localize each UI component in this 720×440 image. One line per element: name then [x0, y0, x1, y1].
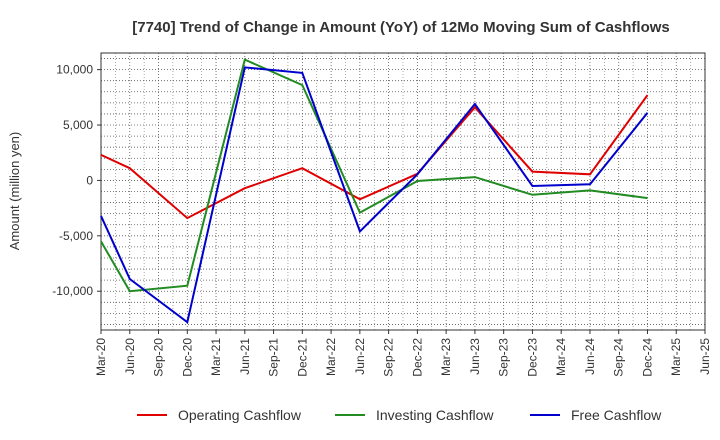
y-tick-label: -5,000: [59, 229, 93, 243]
x-tick-label: Dec-23: [525, 338, 539, 377]
x-tick-label: Mar-24: [554, 338, 568, 376]
x-tick-label: Mar-20: [94, 338, 108, 376]
y-tick-label: 10,000: [56, 63, 93, 77]
y-axis-label: Amount (million yen): [7, 132, 22, 251]
x-tick-label: Jun-22: [353, 338, 367, 375]
y-tick-label: -10,000: [52, 284, 93, 298]
x-tick-label: Dec-24: [640, 338, 654, 377]
series-lines: [100, 58, 649, 324]
x-tick-label: Sep-24: [612, 338, 626, 377]
y-tick-label: 0: [86, 173, 93, 187]
x-tick-label: Jun-24: [583, 338, 597, 375]
series-line-free-cashflow: [100, 66, 649, 324]
x-tick-label: Sep-21: [267, 338, 281, 377]
series-line-investing-cashflow: [100, 58, 648, 293]
x-tick-label: Mar-22: [324, 338, 338, 376]
y-axis: 10,000 5,000 0 -5,000 -10,000: [52, 63, 101, 298]
x-tick-label: Sep-23: [497, 338, 511, 377]
legend-label: Free Cashflow: [571, 407, 662, 423]
x-tick-label: Sep-22: [382, 338, 396, 377]
x-tick-label: Mar-23: [439, 338, 453, 376]
legend-label: Investing Cashflow: [376, 407, 494, 423]
x-tick-label: Dec-21: [295, 338, 309, 377]
x-tick-label: Dec-20: [180, 338, 194, 377]
x-tick-label: Mar-21: [209, 338, 223, 376]
x-tick-label: Jun-23: [468, 338, 482, 375]
x-tick-label: Jun-21: [238, 338, 252, 375]
series-line-operating-cashflow: [100, 94, 649, 220]
legend-label: Operating Cashflow: [178, 407, 302, 423]
x-tick-label: Jun-20: [123, 338, 137, 375]
plot-area-frame: [100, 52, 706, 331]
x-tick-label: Sep-20: [152, 338, 166, 377]
x-tick-label: Mar-25: [669, 338, 683, 376]
legend: Operating Cashflow Investing Cashflow Free…: [137, 407, 662, 423]
y-tick-label: 5,000: [63, 118, 93, 132]
x-axis: Mar-20 Jun-20 Sep-20 Dec-20 Mar-21 Jun-21 Sep-…: [94, 330, 712, 377]
grid: [101, 53, 705, 330]
x-tick-label: Jun-25: [698, 338, 712, 375]
x-tick-label: Dec-22: [410, 338, 424, 377]
chart-title: [7740] Trend of Change in Amount (YoY) o…: [132, 19, 670, 36]
